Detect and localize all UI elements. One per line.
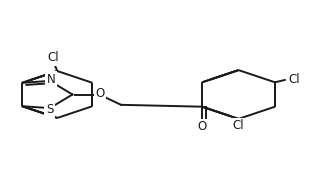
Text: Cl: Cl	[233, 119, 244, 132]
Text: Cl: Cl	[48, 51, 59, 64]
Text: Cl: Cl	[288, 73, 300, 85]
Text: O: O	[95, 87, 105, 100]
Text: O: O	[198, 120, 207, 133]
Text: N: N	[46, 73, 55, 86]
Text: S: S	[46, 104, 54, 116]
